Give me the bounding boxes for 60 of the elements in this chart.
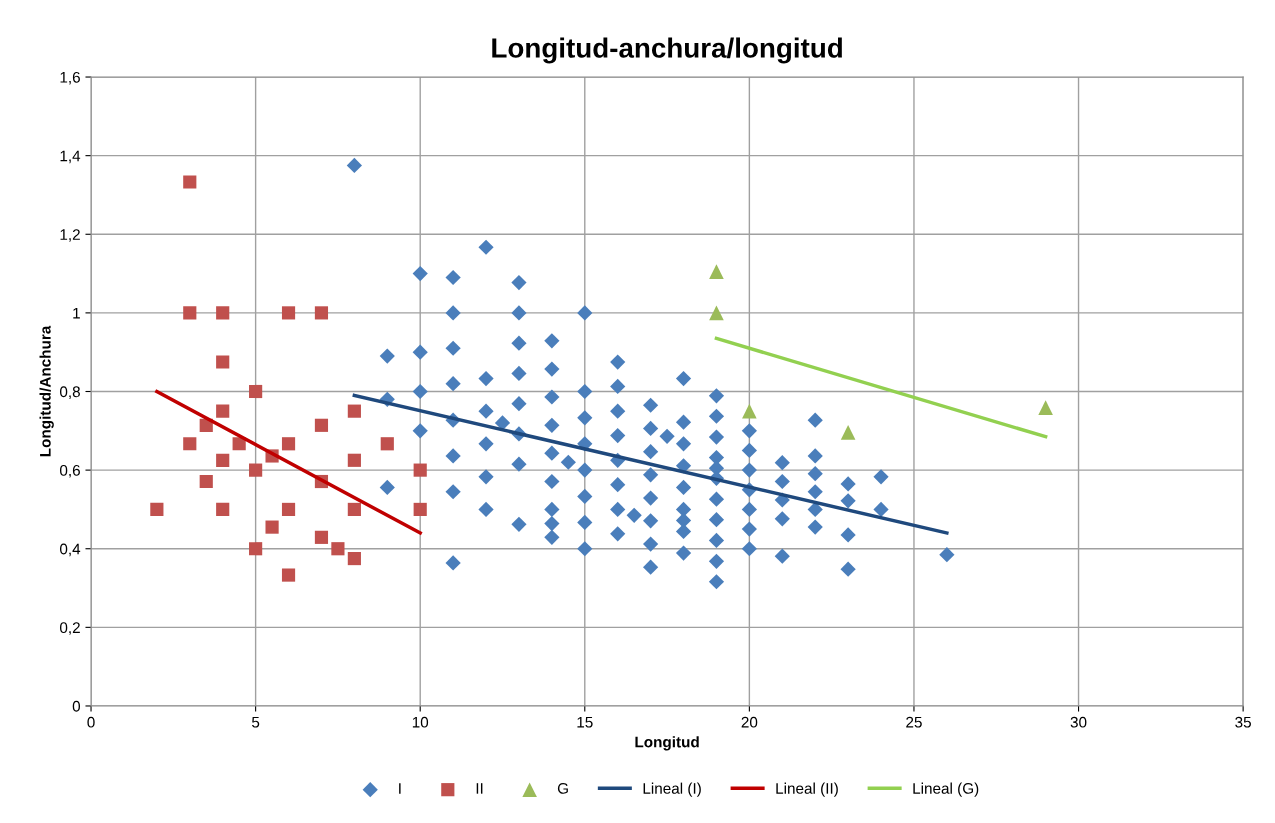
y-tick-label: 0,8 [59,386,80,399]
point [183,175,197,189]
point [347,551,361,566]
point [281,437,296,451]
point [380,437,394,451]
point [216,453,230,467]
point [709,305,724,321]
y-tick-label: 0,6 [59,464,80,478]
x-tick-label: 20 [741,716,758,728]
point [150,502,164,517]
point [413,502,427,517]
chart-title: Longitud-anchura/longitud [492,37,842,64]
point [183,306,197,320]
point [183,437,197,451]
point [249,463,263,477]
point [249,384,263,399]
y-tick-label: 1,2 [60,229,80,242]
legend-label: G [557,783,568,794]
point [331,542,345,556]
point [314,418,329,432]
x-tick-label: 15 [577,716,593,728]
y-tick-label: 0 [72,700,81,712]
point [347,453,361,467]
point [281,568,296,582]
point [281,306,296,320]
point [840,425,856,440]
point [216,502,230,517]
x-tick-label: 10 [412,716,429,728]
point [216,355,230,369]
y-tick-label: 1,4 [60,150,81,164]
x-tick-label: 25 [906,716,922,728]
point [347,404,361,418]
y-tick-label: 0,4 [59,543,81,557]
point [347,502,361,517]
point [413,463,427,477]
legend-label: I [399,783,401,794]
point [314,530,329,544]
x-tick-label: 5 [251,716,260,728]
y-axis-title: Longitud/Anchura [39,325,54,457]
point [281,502,296,517]
point [249,542,263,556]
legend-label: Lineal (II) [776,782,838,797]
x-tick-label: 30 [1070,716,1087,728]
y-tick-label: 0,2 [59,622,80,635]
x-tick-label: 35 [1235,716,1251,728]
y-tick-label: 1 [73,307,80,319]
legend-label: Lineal (G) [913,782,979,797]
legend-label: II [476,783,483,794]
point [216,306,230,320]
point [709,264,724,279]
point [265,520,279,534]
point [1038,400,1053,415]
x-tick-label: 0 [87,716,95,728]
legend-label: Lineal (I) [643,782,701,797]
x-axis-title: Longitud [635,736,699,751]
point [216,404,230,418]
point [314,306,329,320]
y-tick-label: 1,6 [60,71,80,85]
point [742,403,757,419]
point [199,474,213,489]
